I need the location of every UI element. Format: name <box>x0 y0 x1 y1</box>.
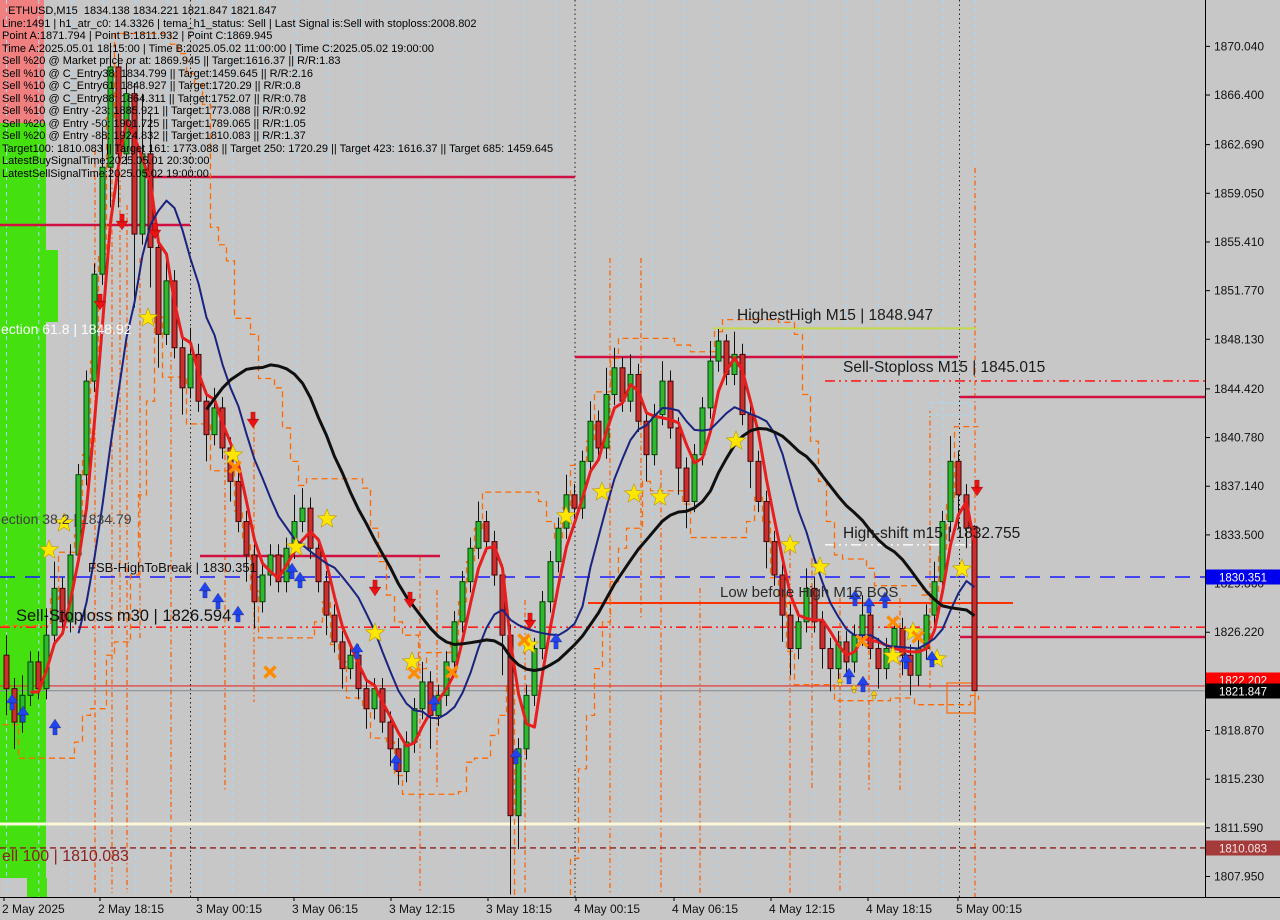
cross-markers <box>228 460 925 680</box>
level-label-9: Low before High M15 BOS <box>720 584 898 601</box>
time-tick-label: 3 May 06:15 <box>292 902 358 916</box>
level-label-6: High-shift m15 | 1832.755 <box>843 525 1020 542</box>
time-tick-label: 3 May 18:15 <box>486 902 552 916</box>
level-label-2: HighestHigh M15 | 1848.947 <box>737 307 933 324</box>
horizontal-levels <box>0 175 1205 849</box>
ma-mid-navy-line <box>77 199 976 720</box>
level-label-10: Sell-Stoploss m30 | 1826.594 <box>16 607 231 625</box>
price-badge-1810.083: 1810.083 <box>1206 840 1280 856</box>
time-tick-label: 4 May 18:15 <box>866 902 932 916</box>
background-region-2 <box>0 250 58 322</box>
time-tick-label: 5 May 00:15 <box>956 902 1022 916</box>
svg-text:1830.351: 1830.351 <box>1219 573 1267 585</box>
ma-fast-red-line <box>30 118 976 748</box>
price-tick-label: 1818.870 <box>1214 724 1264 738</box>
plot-area[interactable] <box>0 0 1205 920</box>
price-tick-label: 1837.140 <box>1214 479 1264 493</box>
level-label-15: ell 100 | 1810.083 <box>2 848 129 865</box>
price-tick-label: 1807.950 <box>1214 870 1264 884</box>
time-tick-label: 3 May 00:15 <box>196 902 262 916</box>
price-tick-label: 1844.420 <box>1214 382 1264 396</box>
time-tick-label: 3 May 12:15 <box>389 902 455 916</box>
signal-vertical-lines <box>94 92 976 897</box>
time-axis[interactable]: 2 May 2025 2 May 18:15 3 May 00:15 3 May 06… <box>2 897 1022 916</box>
price-tick-label: 1811.590 <box>1214 821 1263 835</box>
price-tick-label: 1870.040 <box>1214 39 1264 53</box>
time-tick-label: 4 May 00:15 <box>574 902 640 916</box>
price-tick-label: 1851.770 <box>1214 284 1264 298</box>
svg-text:1821.847: 1821.847 <box>1219 687 1267 699</box>
background-region-1 <box>0 123 46 878</box>
level-label-4: Sell-Stoploss M15 | 1845.015 <box>843 359 1045 376</box>
price-tick-label: 1848.130 <box>1214 332 1264 346</box>
pattern-box-1 <box>946 682 976 714</box>
time-tick-label: 4 May 06:15 <box>672 902 738 916</box>
price-tick-label: 1840.780 <box>1214 431 1264 445</box>
price-badge-1830.351: 1830.351 <box>1206 569 1280 585</box>
session-separator-lines <box>6 0 976 897</box>
price-tick-label: 1833.500 <box>1214 528 1264 542</box>
ma-slow-black-line <box>205 363 976 672</box>
price-badge-1821.847: 1821.847 <box>1206 683 1280 699</box>
price-axis[interactable]: 1870.040 1866.400 1862.690 1859.050 1855.410… <box>0 0 1280 898</box>
price-tick-label: 1815.230 <box>1214 772 1264 786</box>
level-label-8: FSB-HighToBreak | 1830.351 <box>88 560 257 575</box>
projection-label-1: ection 38.2 | 1834.79 <box>1 511 132 527</box>
buy-arrow-markers <box>5 562 939 771</box>
signal-markers <box>5 213 984 771</box>
day-separator-lines <box>190 0 960 897</box>
background-region-0 <box>0 0 44 123</box>
price-tick-label: 1866.400 <box>1214 88 1264 102</box>
price-tick-label: 1826.220 <box>1214 625 1264 639</box>
candles-layer <box>3 42 978 895</box>
svg-text:1810.083: 1810.083 <box>1219 844 1267 856</box>
level-labels: HighestHigh M15 | 1848.947 Sell-Stoploss … <box>1 307 1045 865</box>
time-tick-label: 2 May 18:15 <box>98 902 164 916</box>
background-region-3 <box>27 878 47 897</box>
time-tick-label: 4 May 12:15 <box>769 902 835 916</box>
time-tick-label: 2 May 2025 <box>2 902 65 916</box>
price-tick-label: 1855.410 <box>1214 235 1264 249</box>
price-tick-label: 1859.050 <box>1214 186 1264 200</box>
pattern-box-0 <box>929 402 972 416</box>
small-buy-arrow-markers <box>836 676 878 700</box>
projection-label-0: ection 61.8 | 1848.92 <box>1 321 132 337</box>
price-tick-label: 1862.690 <box>1214 138 1264 152</box>
sell-arrow-markers <box>93 213 984 630</box>
